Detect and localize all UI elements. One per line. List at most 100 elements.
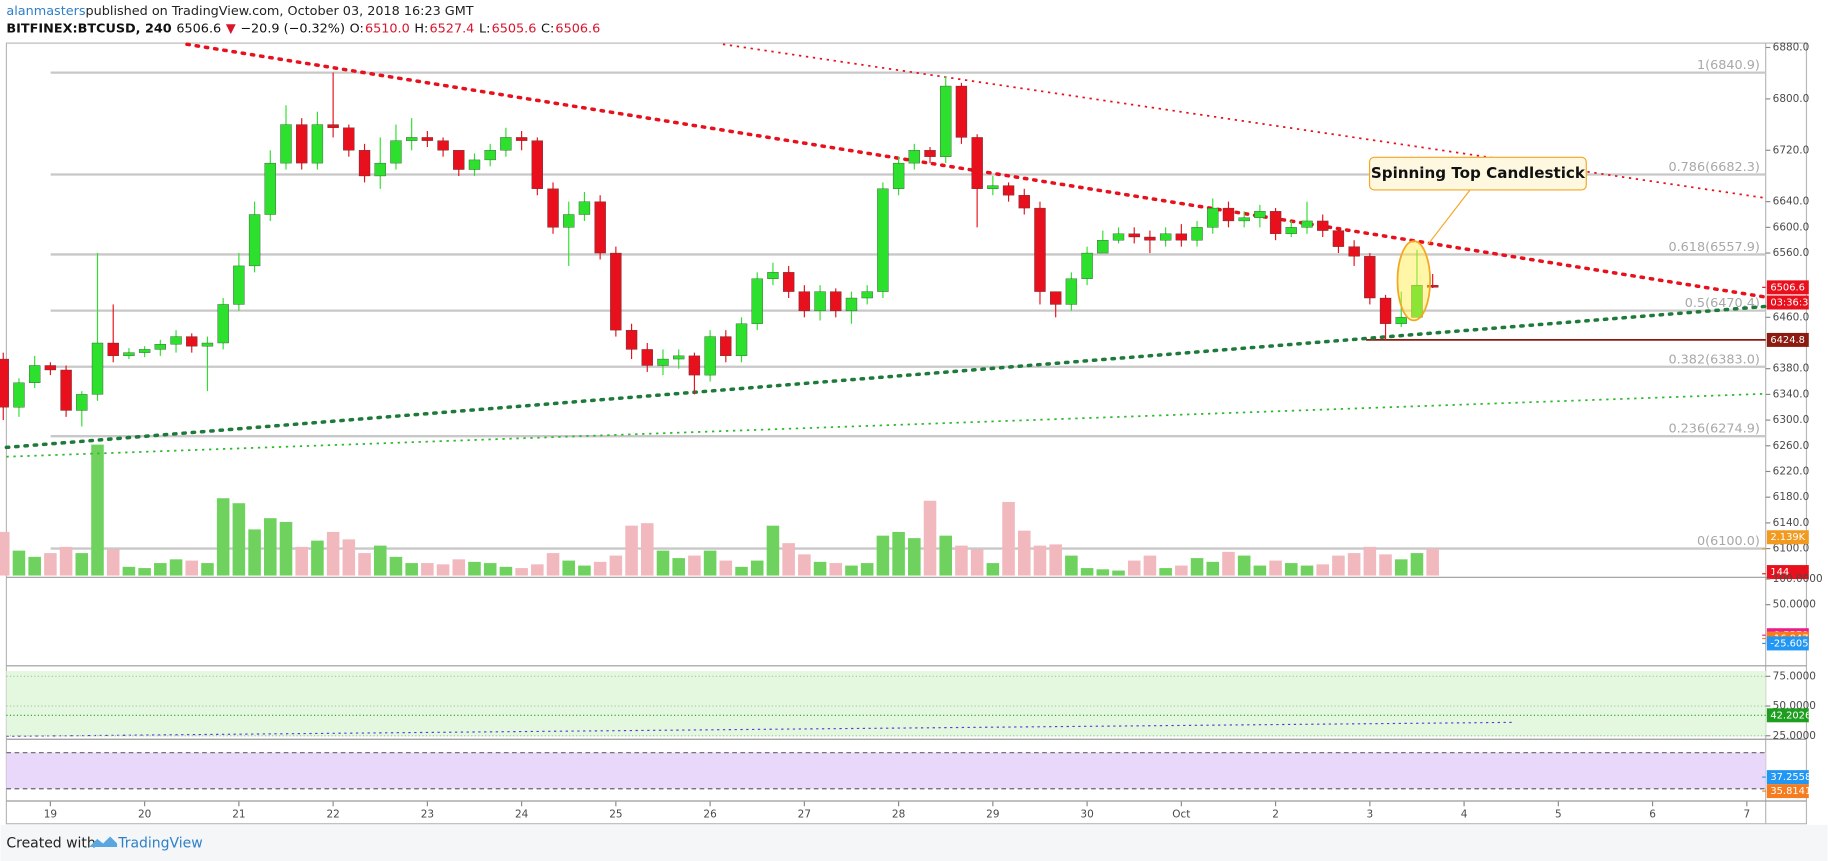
- volume-bar: [1300, 565, 1314, 576]
- volume-bar: [1175, 565, 1188, 576]
- candle-body: [248, 214, 261, 267]
- header-quote: BITFINEX:BTCUSD, 240: [6, 22, 171, 37]
- candle-body: [1081, 252, 1093, 279]
- header-quote: −20.9 (−0.32%): [240, 22, 345, 37]
- volume-bar: [562, 560, 576, 576]
- volume-bar: [625, 525, 638, 576]
- volume-bar: [1159, 568, 1172, 576]
- candle-body: [987, 185, 999, 189]
- candle-body: [1175, 233, 1188, 241]
- header-text: alanmasters: [6, 4, 85, 19]
- y-tick-label: 6800.0: [1773, 93, 1810, 105]
- volume-bar: [908, 538, 921, 576]
- volume-bar: [688, 555, 701, 576]
- header-quote: 6527.4: [430, 22, 475, 37]
- candle-body: [1301, 220, 1313, 228]
- candle-body: [500, 137, 512, 151]
- candle-body: [641, 349, 653, 366]
- indicator-readout-box: [1766, 708, 1809, 723]
- indicator-readout-box: [1766, 784, 1809, 799]
- indicator-readout: 37.2558: [1770, 772, 1811, 783]
- candle-body: [845, 297, 858, 312]
- candle-body: [186, 336, 198, 347]
- candle-body: [1050, 291, 1062, 305]
- volume-bar: [813, 561, 827, 576]
- y-tick-label: 6380.0: [1773, 363, 1810, 375]
- volume-bar: [311, 540, 324, 576]
- volume-bar: [154, 563, 167, 576]
- volume-bar: [389, 556, 403, 576]
- volume-bar: [201, 563, 214, 576]
- fib-label: 0.236(6274.9): [1668, 422, 1759, 437]
- candle-body: [60, 369, 72, 411]
- header-quote: C:: [541, 22, 554, 37]
- volume-bar: [1379, 554, 1392, 576]
- candle-body: [0, 358, 9, 408]
- indicator-tick-label: 100.0000: [1773, 573, 1823, 585]
- volume-bar: [923, 500, 937, 576]
- candle-body: [955, 85, 968, 138]
- candle-body: [280, 124, 292, 164]
- y-tick-label: 6880.0: [1773, 41, 1810, 53]
- volume-bar: [640, 523, 654, 576]
- candle-body: [657, 358, 669, 366]
- y-tick-label: 6720.0: [1773, 144, 1810, 156]
- volume-bar: [1080, 568, 1094, 576]
- candle-body: [908, 150, 920, 164]
- footer-brand[interactable]: TradingView: [117, 836, 202, 852]
- volume-bar: [798, 554, 811, 576]
- volume-bar: [593, 561, 607, 576]
- volume-bar: [1143, 555, 1157, 576]
- volume-bar: [955, 545, 968, 576]
- y-tick-label: 6100.0: [1773, 543, 1810, 555]
- volume-bar: [656, 550, 670, 576]
- candle-body: [296, 124, 308, 164]
- fib-label: 0.618(6557.9): [1668, 240, 1759, 255]
- candle-body: [217, 304, 229, 344]
- volume-bar: [91, 444, 104, 576]
- volume-bar: [515, 568, 528, 576]
- candle-body: [594, 201, 606, 254]
- candle-body: [405, 137, 418, 141]
- chart-frame: [5, 42, 1808, 825]
- volume-bar: [59, 546, 73, 576]
- candle-body: [1348, 246, 1360, 257]
- volume-bar: [421, 563, 434, 576]
- x-tick-label: 29: [986, 808, 999, 820]
- candle-body: [1238, 217, 1250, 222]
- price-readout-box: [1766, 280, 1809, 295]
- volume-bar: [185, 560, 199, 576]
- candle-body: [1364, 256, 1376, 299]
- countdown-box: [1766, 295, 1809, 310]
- candle-body: [971, 137, 983, 189]
- x-tick-label: 30: [1080, 808, 1093, 820]
- tradingview-logo[interactable]: [89, 836, 118, 848]
- volume-bar: [1332, 555, 1345, 576]
- candle-body: [531, 140, 543, 189]
- candle-body: [484, 150, 496, 161]
- volume-bar: [1237, 555, 1251, 576]
- volume-bar: [342, 539, 356, 576]
- candle-body: [751, 278, 763, 324]
- indicator-readout-box: [1766, 770, 1809, 785]
- candle-body: [76, 394, 88, 411]
- y-tick-label: 6140.0: [1773, 517, 1810, 529]
- candle-body: [1411, 285, 1423, 318]
- volume-bar: [1394, 559, 1408, 576]
- volume-bar: [719, 560, 733, 576]
- header-quote: ▼: [226, 22, 236, 37]
- y-tick-label: 6260.0: [1773, 440, 1810, 452]
- candle-body: [1018, 195, 1030, 209]
- candle-body: [91, 342, 104, 395]
- candle-body: [877, 188, 889, 292]
- candle-body: [688, 355, 701, 376]
- volume-bar: [1269, 560, 1282, 576]
- volume-bar: [1190, 558, 1204, 576]
- volume-bar: [1206, 561, 1220, 576]
- volume-bar: [0, 531, 10, 576]
- volume-readout-box: [1766, 530, 1809, 545]
- x-tick-label: Oct: [1172, 808, 1190, 820]
- y-tick-label: 6600.0: [1773, 221, 1810, 233]
- volume-bar: [264, 518, 277, 576]
- x-tick-label: 28: [892, 808, 905, 820]
